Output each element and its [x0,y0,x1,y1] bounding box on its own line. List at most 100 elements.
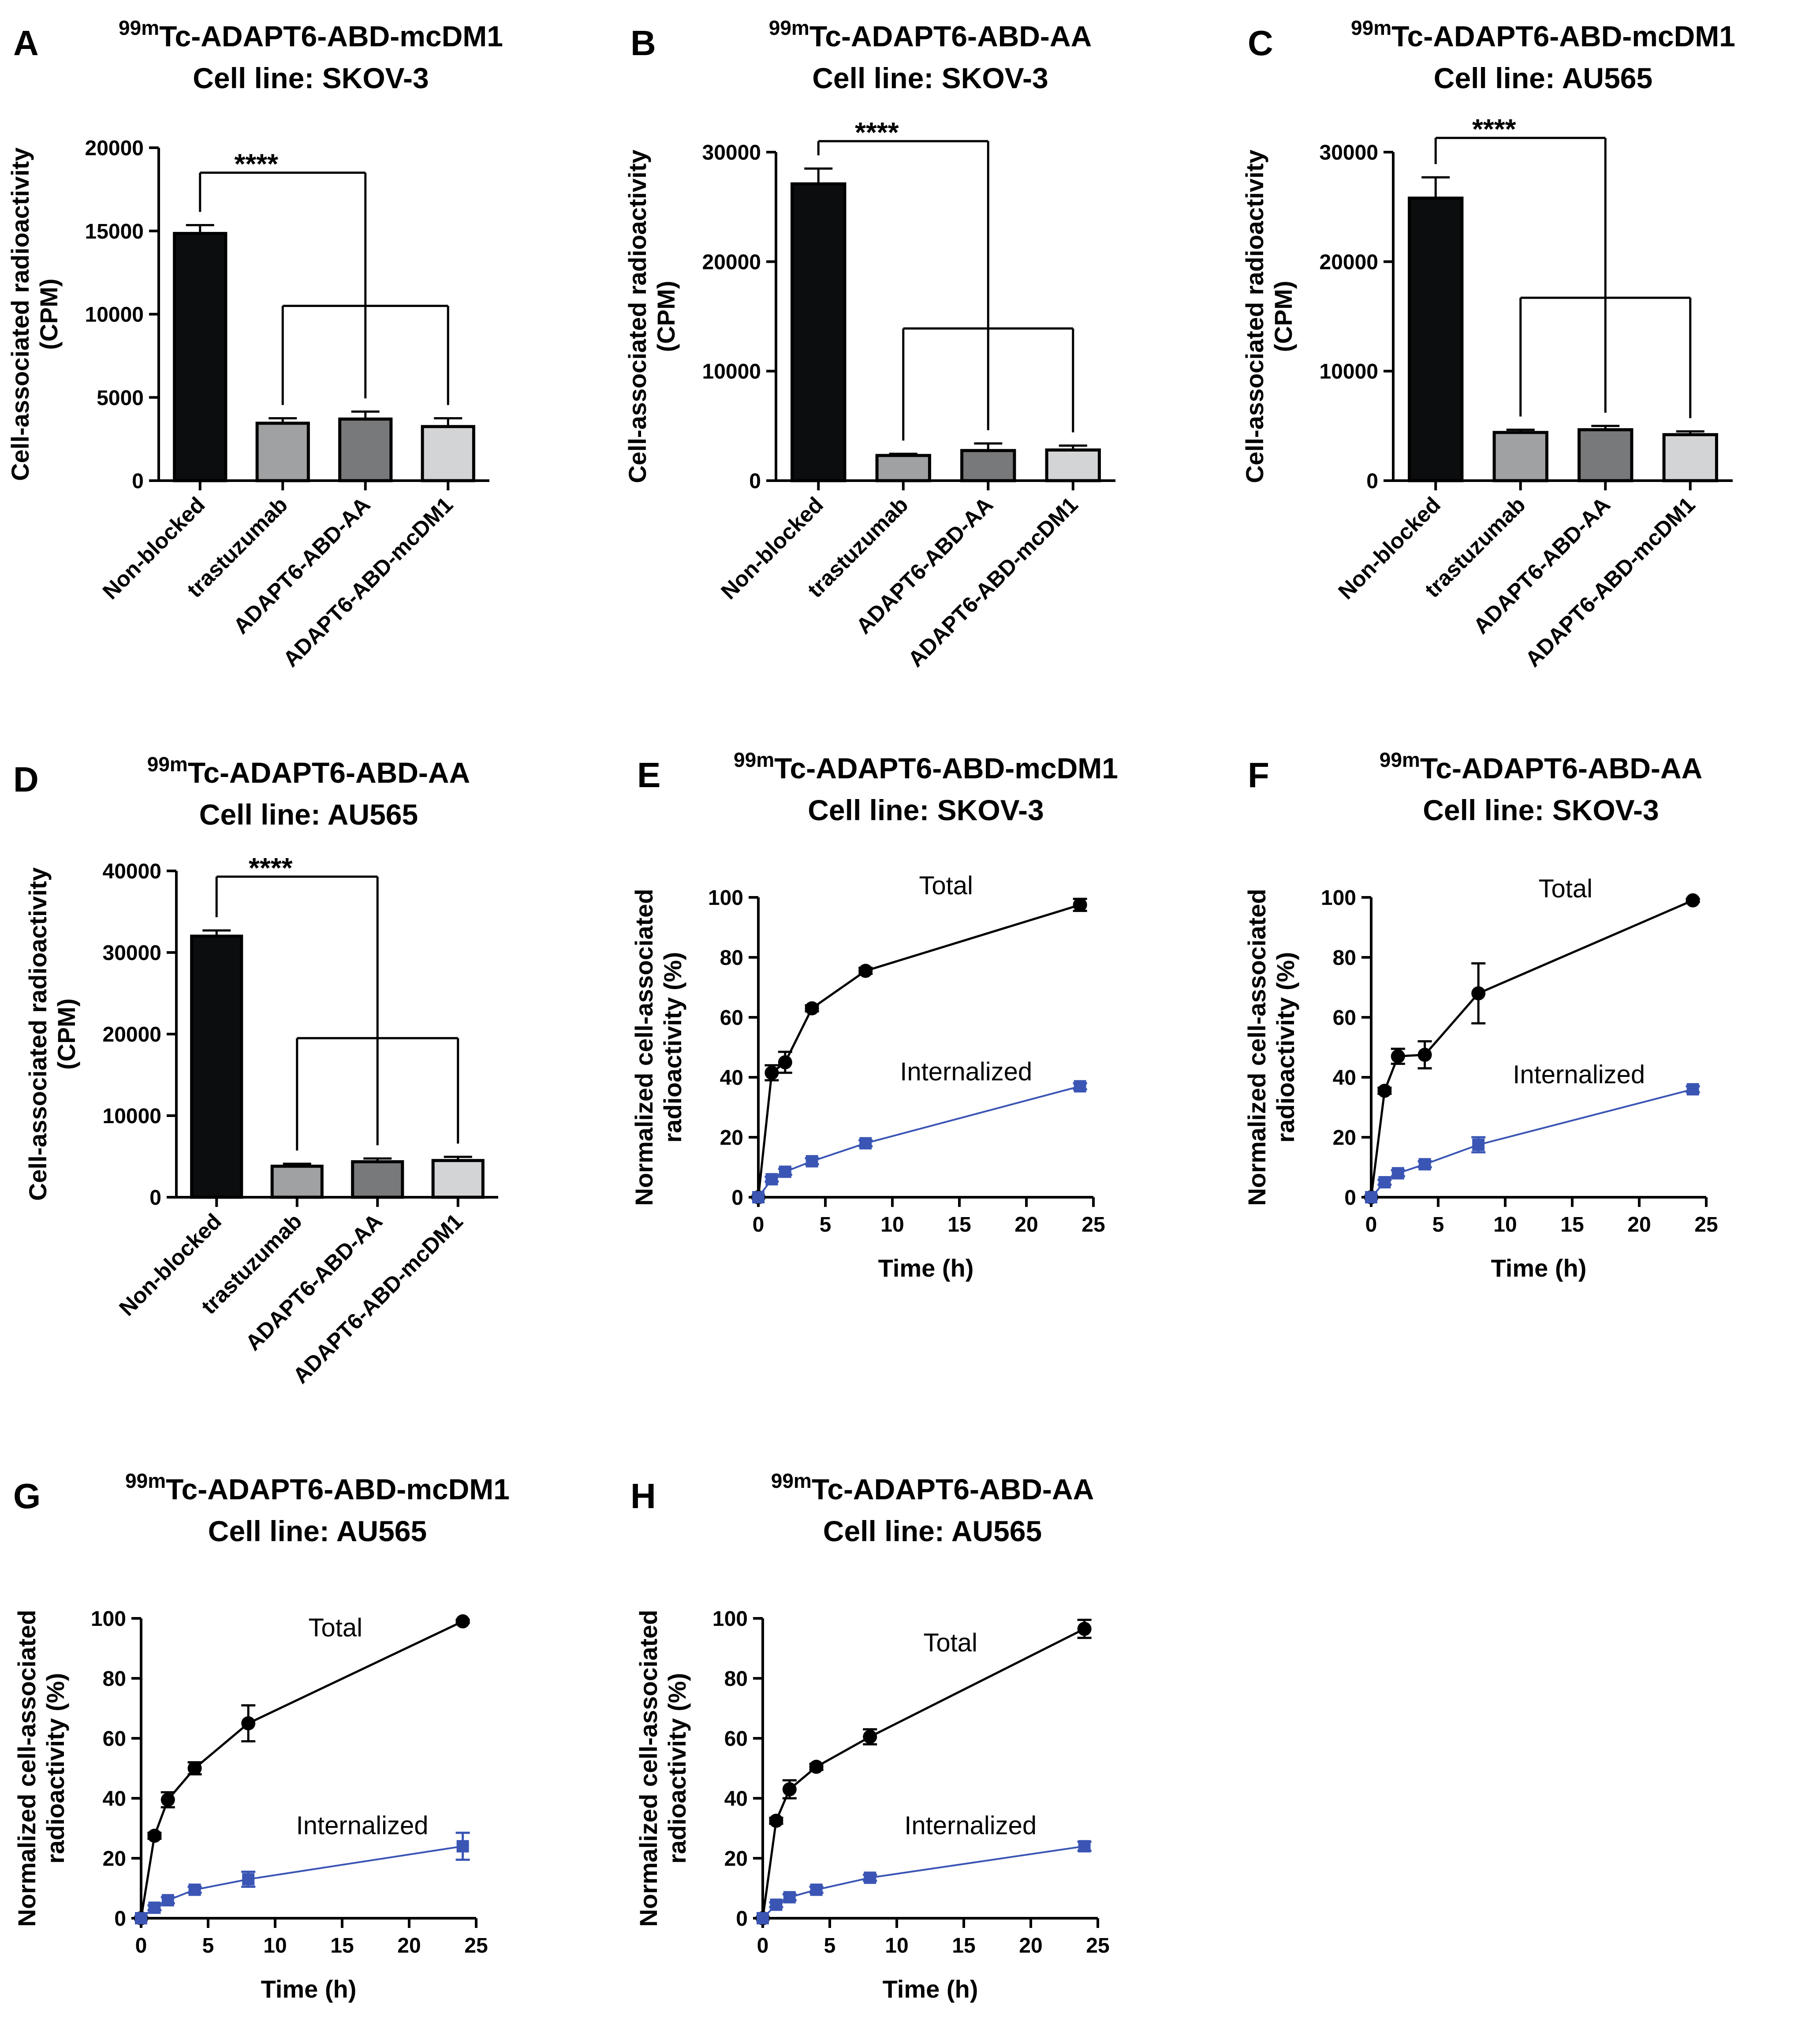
bar [190,934,243,1199]
data-point-total [809,1759,824,1774]
chart-title: 99mTc-ADAPT6-ABD-mcDM1 [734,748,1118,784]
x-tick-label: 10 [880,1213,904,1236]
y-axis-title: Normalized cell-associated [630,889,658,1206]
data-point-internalized [188,1883,201,1896]
title-superscript: 99m [771,1469,812,1492]
x-tick-label: 5 [202,1934,214,1957]
y-tick-label: 100 [712,1607,748,1631]
x-tick-label: 15 [947,1213,971,1236]
y-axis-title-line2: (CPM) [1269,281,1297,352]
y-tick-label: 40000 [103,860,161,883]
data-point-internalized [1365,1191,1377,1203]
significance-stars: **** [234,148,278,180]
data-point-internalized [242,1873,255,1886]
x-category-label: ADAPT6-ABD-mcDM1 [278,492,458,672]
series-label-internalized: Internalized [900,1057,1032,1086]
x-tick-label: 0 [135,1934,147,1957]
line-chart-E: E 99mTc-ADAPT6-ABD-mcDM1 Cell line: SKOV-3… [630,748,1118,1282]
x-tick-label: 20 [397,1934,421,1957]
x-axis-title: Time (h) [1491,1254,1587,1282]
y-axis-title-line2: radioactivity (%) [1272,952,1299,1143]
bar [1578,428,1634,482]
y-tick-label: 40 [720,1066,743,1090]
line-chart-G: G 99mTc-ADAPT6-ABD-mcDM1 Cell line: AU565 0… [13,1469,510,2003]
y-tick-label: 0 [731,1186,743,1210]
y-tick-label: 10000 [1320,360,1378,384]
panel-letter: D [13,760,39,799]
data-point-internalized [765,1173,778,1186]
x-tick-label: 20 [1014,1213,1038,1236]
data-point-total [1077,1621,1092,1636]
x-axis-title: Time (h) [878,1254,974,1282]
title-main: Tc-ADAPT6-ABD-AA [809,20,1092,52]
chart-subtitle: Cell line: AU565 [208,1515,427,1547]
bar [173,232,228,482]
data-point-internalized [456,1840,469,1853]
data-point-total [187,1761,202,1775]
bar-chart-B: B 99mTc-ADAPT6-ABD-AA Cell line: SKOV-3 0 10… [623,16,1115,672]
series-label-total: Total [923,1629,977,1657]
x-tick-label: 5 [824,1934,836,1957]
chart-title: 99mTc-ADAPT6-ABD-mcDM1 [119,16,503,52]
chart-subtitle: Cell line: AU565 [199,798,418,831]
data-point-total [863,1729,877,1744]
y-axis-title-line2: (CPM) [52,998,80,1070]
x-category-label: ADAPT6-ABD-AA [228,492,375,639]
x-tick-label: 20 [1627,1213,1651,1236]
y-axis-title-line2: (CPM) [652,281,680,352]
y-tick-label: 0 [736,1907,748,1931]
y-tick-label: 10000 [702,360,761,384]
x-tick-label: 0 [753,1213,765,1236]
y-tick-label: 30000 [702,141,761,164]
chart-title: 99mTc-ADAPT6-ABD-AA [771,1469,1094,1505]
y-tick-label: 100 [708,886,743,910]
series-label-internalized: Internalized [904,1812,1037,1840]
y-tick-label: 100 [91,1607,126,1631]
chart-subtitle: Cell line: AU565 [823,1515,1042,1547]
data-point-total [147,1829,162,1843]
significance-stars: **** [1472,113,1516,145]
line-chart-H: H 99mTc-ADAPT6-ABD-AA Cell line: AU565 0 20 4… [630,1469,1110,2003]
x-category-label: ADAPT6-ABD-mcDM1 [1521,492,1700,672]
y-axis-title: Normalized cell-associated [634,1610,662,1927]
y-tick-label: 20000 [1320,250,1378,274]
y-tick-label: 60 [103,1727,126,1751]
x-axis-title: Time (h) [883,1975,978,2003]
y-axis-title: Normalized cell-associated [1243,889,1271,1206]
data-point-internalized [779,1165,791,1178]
x-tick-label: 25 [1694,1213,1718,1236]
panel-letter: H [630,1476,656,1516]
title-main: Tc-ADAPT6-ABD-AA [188,756,470,789]
y-tick-label: 0 [749,470,761,493]
y-tick-label: 100 [1321,886,1356,910]
data-point-internalized [1378,1176,1391,1188]
x-tick-label: 25 [1082,1213,1105,1236]
x-tick-label: 0 [757,1934,769,1957]
y-tick-label: 40 [1333,1066,1356,1090]
data-point-internalized [1418,1158,1431,1171]
title-superscript: 99m [1351,16,1391,39]
y-tick-label: 20 [724,1847,748,1871]
series-line-internalized [762,1845,1085,1919]
y-axis-title-line2: (CPM) [35,279,63,350]
series-label-internalized: Internalized [1513,1061,1645,1089]
x-tick-label: 20 [1019,1934,1042,1957]
bar [1408,196,1464,482]
y-axis-title: Normalized cell-associated [13,1610,41,1927]
data-point-total [1417,1048,1432,1062]
y-tick-label: 60 [1333,1006,1356,1030]
data-point-total [1391,1049,1405,1064]
line-chart-F: F 99mTc-ADAPT6-ABD-AA Cell line: SKOV-3 0 20… [1243,748,1718,1282]
data-point-total [455,1614,470,1629]
y-tick-label: 5000 [97,386,144,410]
y-tick-label: 30000 [103,941,161,965]
panel-letter: A [13,23,39,63]
panel-letter: B [630,23,656,63]
y-tick-label: 0 [114,1907,126,1931]
series-label-total: Total [1539,874,1593,903]
data-point-total [1471,986,1486,1001]
series-label-internalized: Internalized [296,1812,429,1840]
bar [338,417,393,482]
series-label-total: Total [919,871,973,900]
x-tick-label: 15 [1560,1213,1584,1236]
